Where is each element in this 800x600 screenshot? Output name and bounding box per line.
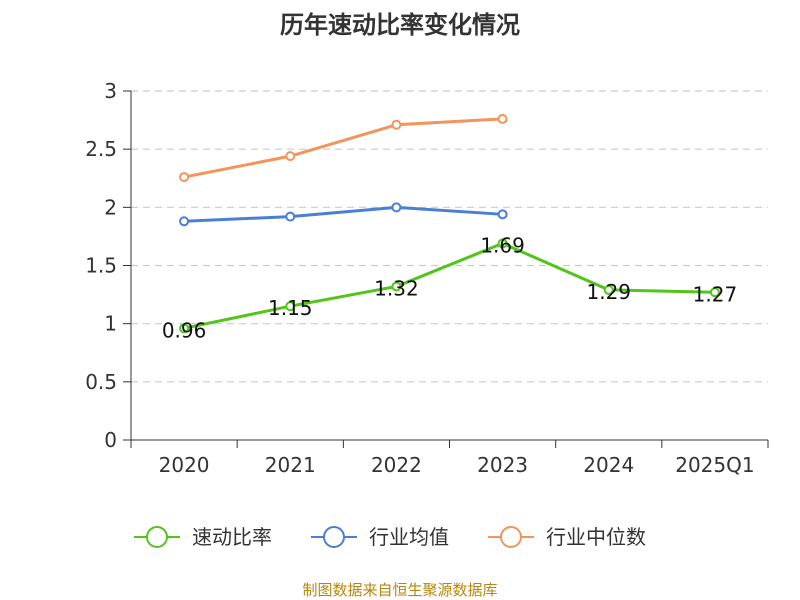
data-point — [179, 323, 190, 334]
y-tick-label: 3 — [104, 79, 117, 103]
y-tick-label: 0.5 — [85, 370, 117, 394]
y-tick-label: 1 — [104, 312, 117, 336]
x-tick-label: 2025Q1 — [675, 453, 754, 477]
y-tick-label: 2.5 — [85, 137, 117, 161]
data-point — [285, 151, 296, 162]
x-tick-label: 2023 — [477, 453, 528, 477]
data-point — [603, 284, 614, 295]
data-point — [709, 287, 720, 298]
legend-swatch-marker — [500, 526, 522, 548]
data-label: 1.69 — [480, 233, 525, 257]
data-label: 1.15 — [268, 296, 313, 320]
data-label: 1.29 — [586, 280, 631, 304]
data-point — [285, 301, 296, 312]
data-labels: 0.96 1.15 1.32 1.69 1.29 1.27 — [162, 233, 737, 342]
data-point — [179, 216, 190, 227]
data-source-note: 制图数据来自恒生聚源数据库 — [302, 581, 497, 599]
data-point — [391, 281, 402, 292]
legend: 速动比率 行业均值 行业中位数 — [134, 525, 646, 549]
series-line — [183, 117, 503, 179]
data-point — [497, 238, 508, 249]
data-label: 1.27 — [693, 282, 738, 306]
data-point — [179, 172, 190, 183]
x-tick-label: 2024 — [583, 453, 634, 477]
x-tick-label: 2021 — [265, 453, 316, 477]
y-tick-label: 0 — [104, 428, 117, 452]
data-point — [391, 119, 402, 130]
series-line — [183, 241, 715, 330]
y-tick-label: 1.5 — [85, 254, 117, 278]
data-label: 0.96 — [162, 318, 207, 342]
gridlines — [131, 90, 768, 383]
data-point — [497, 113, 508, 124]
legend-swatch-marker — [323, 526, 345, 548]
data-point — [497, 209, 508, 220]
legend-label: 行业均值 — [369, 525, 449, 549]
x-tick-label: 2022 — [371, 453, 422, 477]
legend-label: 行业中位数 — [546, 525, 646, 549]
data-point — [285, 211, 296, 222]
axes: 0 0.5 1 1.5 2 2.5 3 2020 2021 2022 2023 2024 2025Q1 — [85, 79, 769, 477]
chart-title: 历年速动比率变化情况 — [280, 11, 520, 39]
x-tick-label: 2020 — [159, 453, 210, 477]
data-label: 1.32 — [374, 276, 419, 300]
legend-label: 速动比率 — [192, 525, 272, 549]
series-line — [184, 205, 503, 223]
series-lines — [179, 113, 720, 334]
data-point — [391, 202, 402, 213]
y-tick-label: 2 — [104, 195, 117, 219]
legend-swatch-marker — [146, 526, 168, 548]
